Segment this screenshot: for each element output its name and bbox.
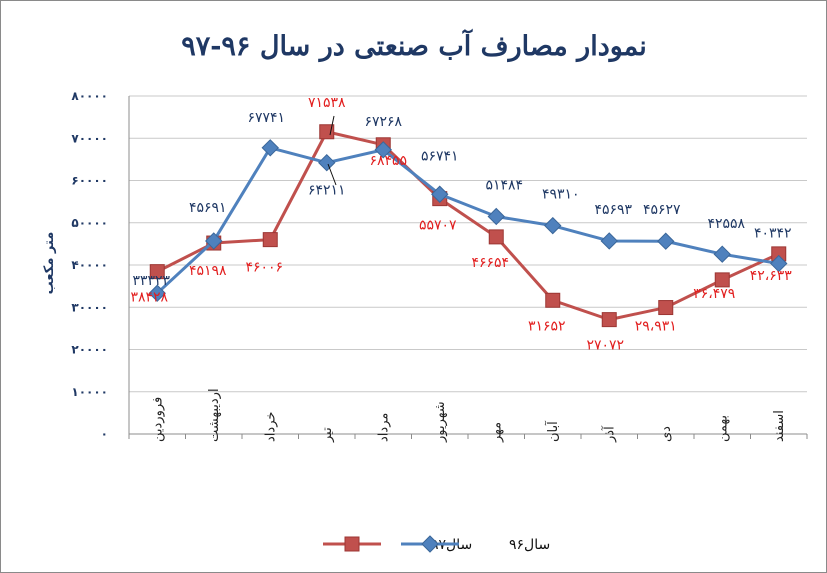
data-label: ۴۵۶۹۳ <box>594 202 632 218</box>
y-tick-label: ۲۰۰۰۰ <box>71 343 108 357</box>
data-label: ۴۵۶۹۱ <box>189 200 227 216</box>
legend: سال۹۷سال۹۶ <box>323 535 550 553</box>
data-point <box>601 312 617 328</box>
gridlines <box>129 95 807 393</box>
data-labels: ۳۸۴۲۸ ۴۵۱۹۸ ۴۶۰۰۶ ۷۱۵۳۸ ۶۸۴۵۵ ۵۵۷۰۷ ۴۶۶۵۴ ۳۱۶۵۲… <box>130 95 793 354</box>
legend-marker <box>421 535 439 553</box>
data-label: ۴۲،۶۳۳ <box>750 268 793 284</box>
data-label: ۴۰۳۴۲ <box>754 226 792 242</box>
x-tick-label: اردیبهشت <box>207 388 222 442</box>
data-point <box>488 229 504 245</box>
leader-line <box>329 115 335 136</box>
x-tick-label: فروردین <box>150 397 165 442</box>
series-line <box>156 130 780 322</box>
data-point <box>714 272 730 288</box>
data-label: ۴۶۶۵۴ <box>471 255 509 271</box>
data-label: ۴۲۵۵۸ <box>707 216 745 232</box>
y-tick-label: ۱۰۰۰۰ <box>71 385 108 399</box>
y-axis-label: متر مکعب <box>42 232 57 295</box>
data-point <box>545 292 561 308</box>
y-tick-labels: ۰ ۱۰۰۰۰ ۲۰۰۰۰ ۳۰۰۰۰ ۴۰۰۰۰ ۵۰۰۰۰ ۶۰۰۰۰ ۷۰۰۰۰ ۸۰۰۰… <box>71 89 108 441</box>
y-tick-label: ۵۰۰۰۰ <box>71 216 108 230</box>
x-tick-label: خرداد <box>263 412 278 442</box>
x-tick-label: دی <box>659 426 674 442</box>
data-point <box>658 300 674 316</box>
data-label: ۲۷۰۷۲ <box>586 338 624 354</box>
data-point <box>600 232 618 250</box>
y-tick-label: ۷۰۰۰۰ <box>71 131 108 145</box>
data-label: ۲۹،۹۳۱ <box>635 319 677 335</box>
x-tick-label: تیر <box>320 427 335 443</box>
data-label: ۷۱۵۳۸ <box>308 95 346 111</box>
data-label: ۴۵۱۹۸ <box>189 263 227 279</box>
data-point <box>148 284 166 302</box>
data-label: ۳۶،۴۷۹ <box>693 286 735 302</box>
x-tick-label: آذر <box>600 425 617 443</box>
data-label: ۶۷۷۴۱ <box>247 110 285 126</box>
data-label: ۴۹۳۱۰ <box>542 187 580 203</box>
data-label: ۶۸۴۵۵ <box>369 153 407 169</box>
y-tick-label: ۸۰۰۰۰ <box>71 89 108 103</box>
data-point <box>770 254 788 273</box>
data-label: ۴۶۰۰۶ <box>245 260 283 276</box>
data-label: ۶۷۲۶۸ <box>364 114 402 130</box>
data-point <box>374 141 392 159</box>
y-tick-label: ۳۰۰۰۰ <box>71 300 108 314</box>
data-label: ۶۴۲۱۱ <box>308 183 346 199</box>
leader-line <box>327 163 337 186</box>
data-point <box>713 245 731 263</box>
data-point <box>262 232 278 248</box>
data-point <box>657 232 675 250</box>
x-tick-label: بهمن <box>715 415 730 442</box>
data-label: ۵۱۴۸۴ <box>485 177 523 193</box>
x-tick-label: مرداد <box>376 413 391 442</box>
y-tick-label: ۴۰۰۰۰ <box>71 258 108 272</box>
data-label: ۵۶۷۴۱ <box>421 148 459 164</box>
series-line <box>156 146 779 295</box>
x-tick-label: اسفند <box>772 410 787 442</box>
chart-title: نمودار مصارف آب صنعتی در سال ۹۶-۹۷ <box>181 28 647 63</box>
x-tick-labels: فروردین اردیبهشت خرداد تیر مرداد شهریور مهر آبا… <box>150 388 787 443</box>
data-point <box>544 216 562 235</box>
y-tick-label: ۰ <box>101 427 108 441</box>
data-label: ۳۳۳۲۳ <box>132 273 170 289</box>
axes <box>128 96 808 439</box>
legend-label: سال۹۶ <box>509 537 550 553</box>
data-point <box>319 124 335 140</box>
x-tick-label: آبان <box>544 420 561 442</box>
data-point <box>318 154 336 172</box>
data-label: ۳۸۴۲۸ <box>130 290 168 306</box>
series-group <box>148 124 788 328</box>
x-tick-label: شهریور <box>433 401 448 443</box>
data-point <box>487 207 505 226</box>
x-tick-label: مهر <box>489 422 504 443</box>
y-tick-label: ۶۰۰۰۰ <box>71 174 108 188</box>
data-point <box>205 232 223 250</box>
data-label: ۴۵۶۲۷ <box>643 202 681 218</box>
data-label: ۵۵۷۰۷ <box>419 218 457 234</box>
data-label: ۳۱۶۵۲ <box>528 318 566 334</box>
legend-marker <box>344 536 360 552</box>
data-point <box>261 139 279 157</box>
data-point <box>431 185 449 203</box>
data-point <box>149 264 165 280</box>
